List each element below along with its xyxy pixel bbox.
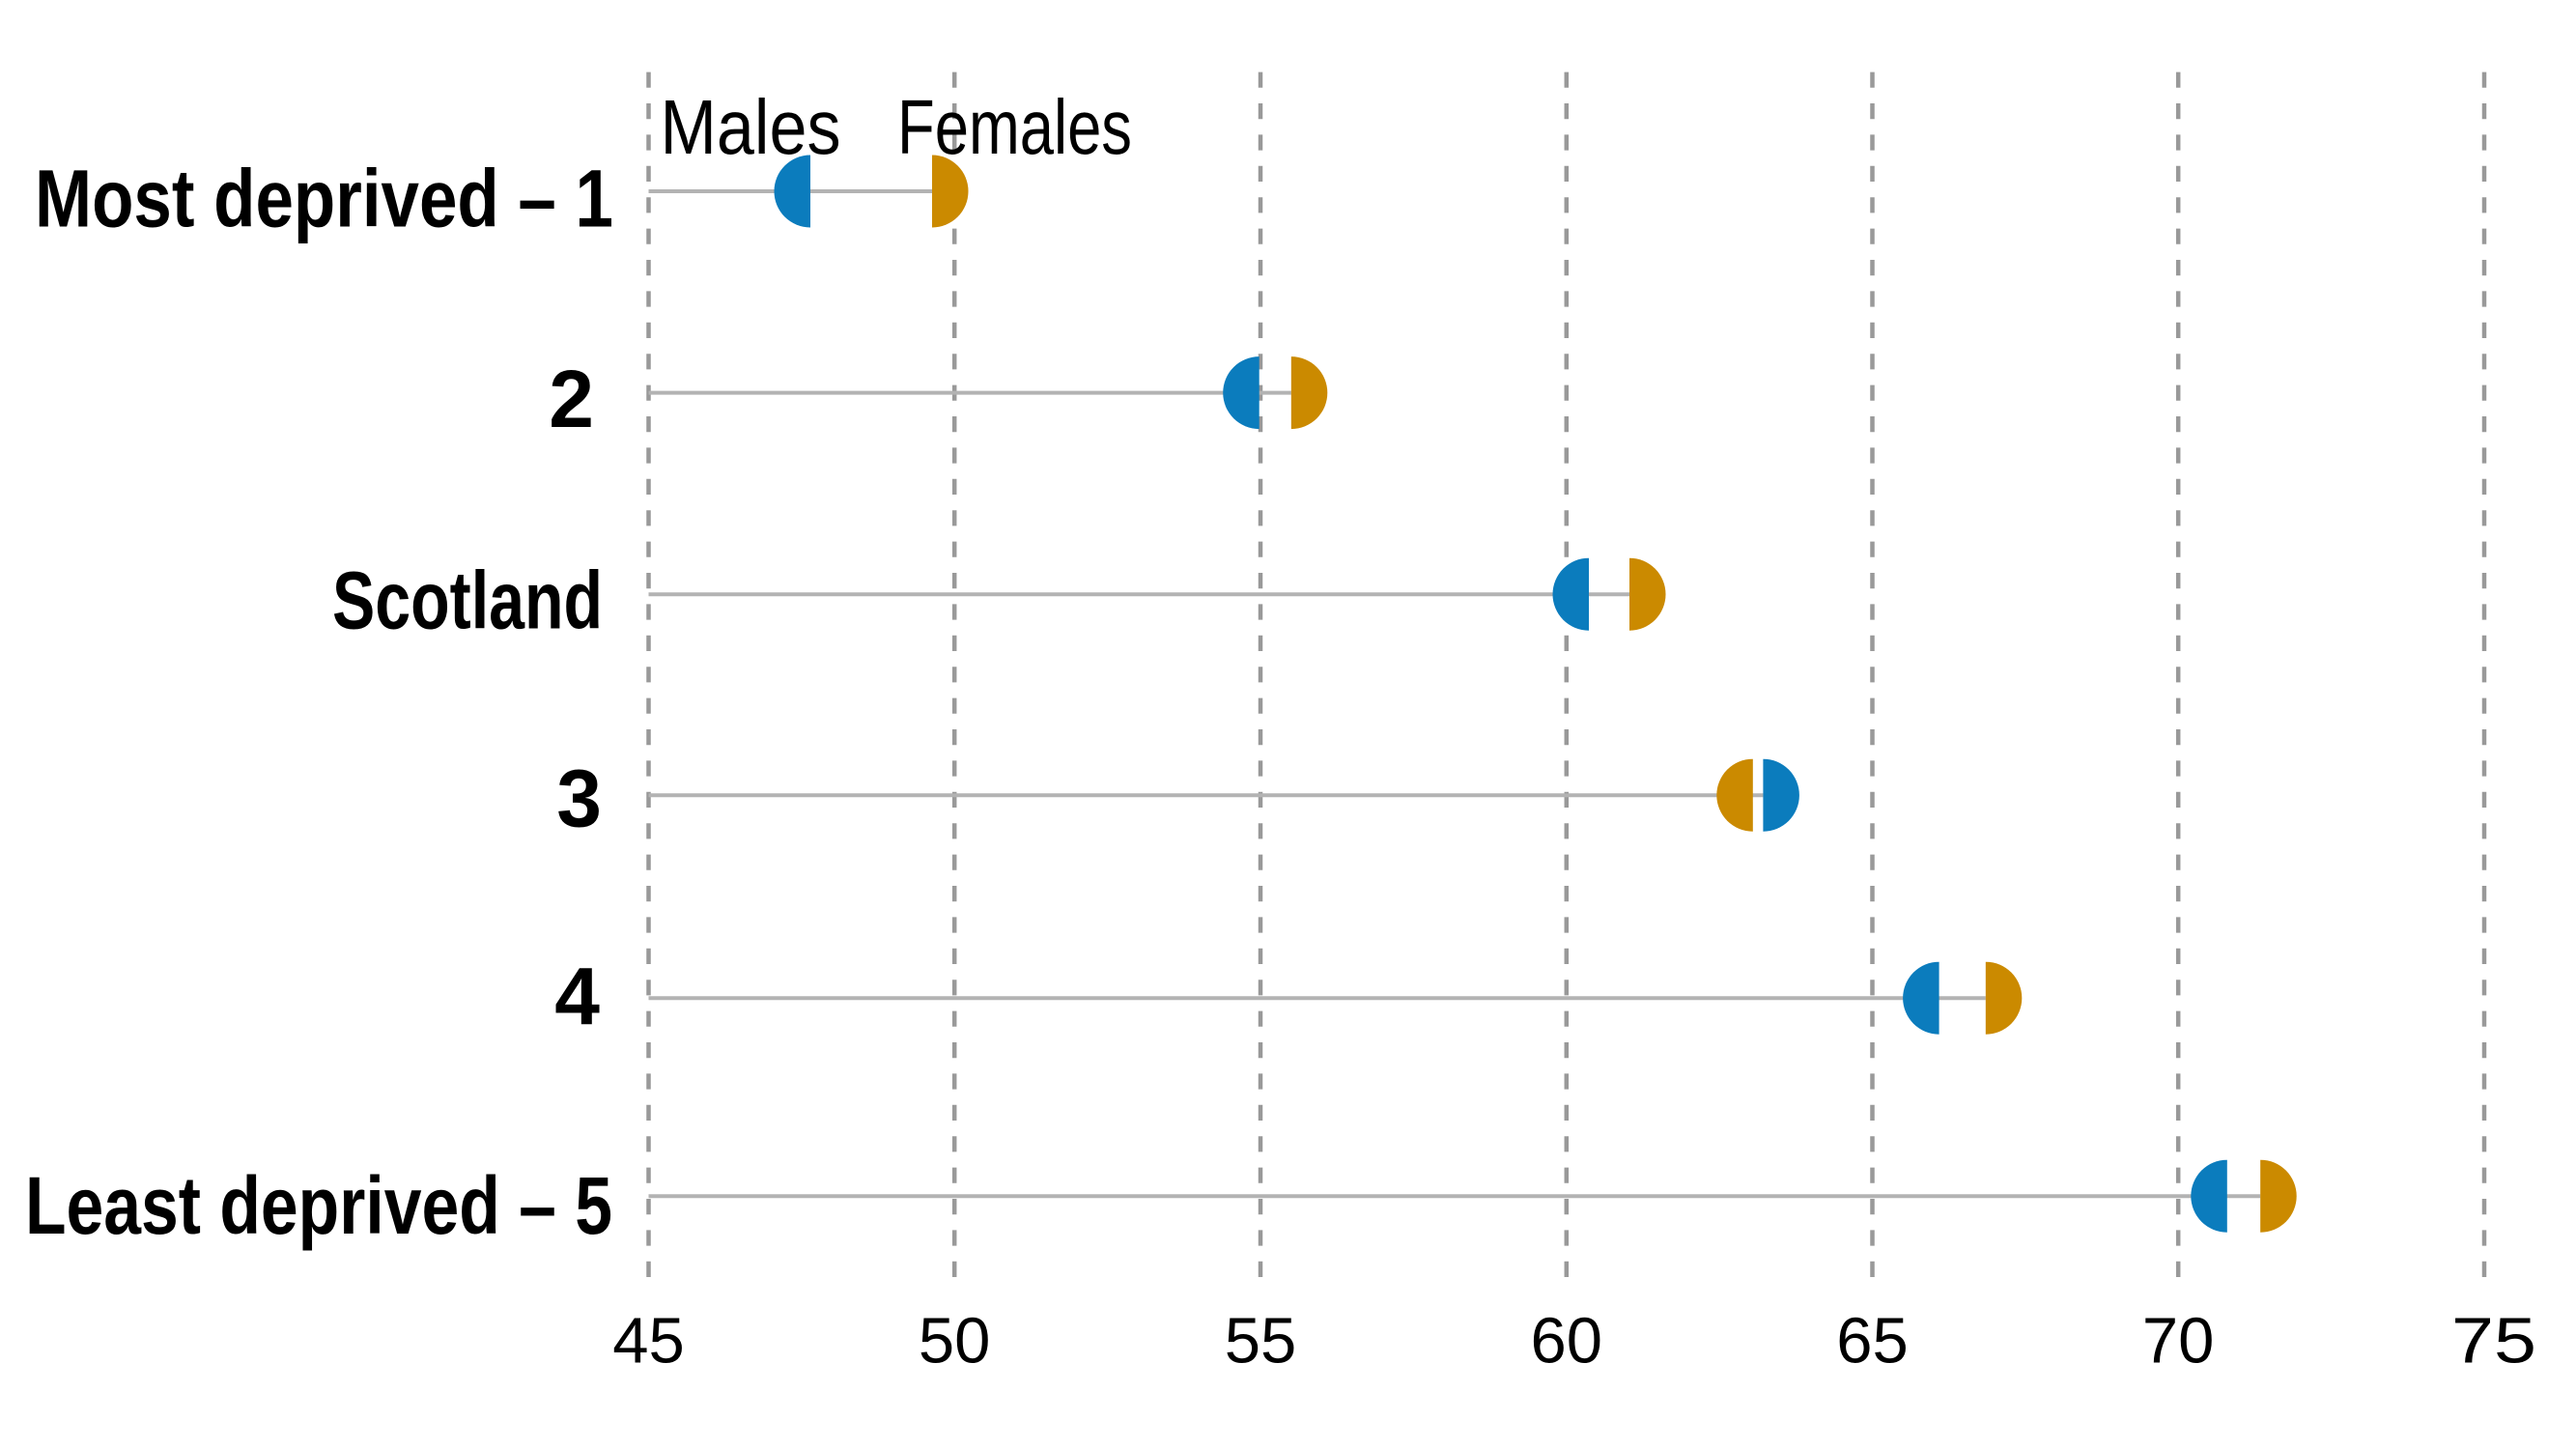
svg-text:Males: Males	[661, 84, 841, 170]
svg-text:50: 50	[919, 1304, 991, 1377]
svg-text:4: 4	[554, 952, 600, 1042]
svg-text:70: 70	[2142, 1304, 2215, 1377]
svg-text:3: 3	[556, 753, 602, 844]
svg-text:55: 55	[1225, 1304, 1297, 1377]
svg-text:45: 45	[612, 1304, 685, 1377]
svg-text:65: 65	[1836, 1304, 1909, 1377]
svg-text:Least deprived – 5: Least deprived – 5	[25, 1160, 612, 1251]
svg-text:Females: Females	[897, 84, 1132, 170]
svg-text:75: 75	[2451, 1304, 2536, 1377]
svg-text:Scotland: Scotland	[332, 555, 603, 646]
svg-text:60: 60	[1531, 1304, 1603, 1377]
svg-text:2: 2	[549, 354, 594, 444]
svg-text:Most deprived – 1: Most deprived – 1	[35, 154, 613, 244]
